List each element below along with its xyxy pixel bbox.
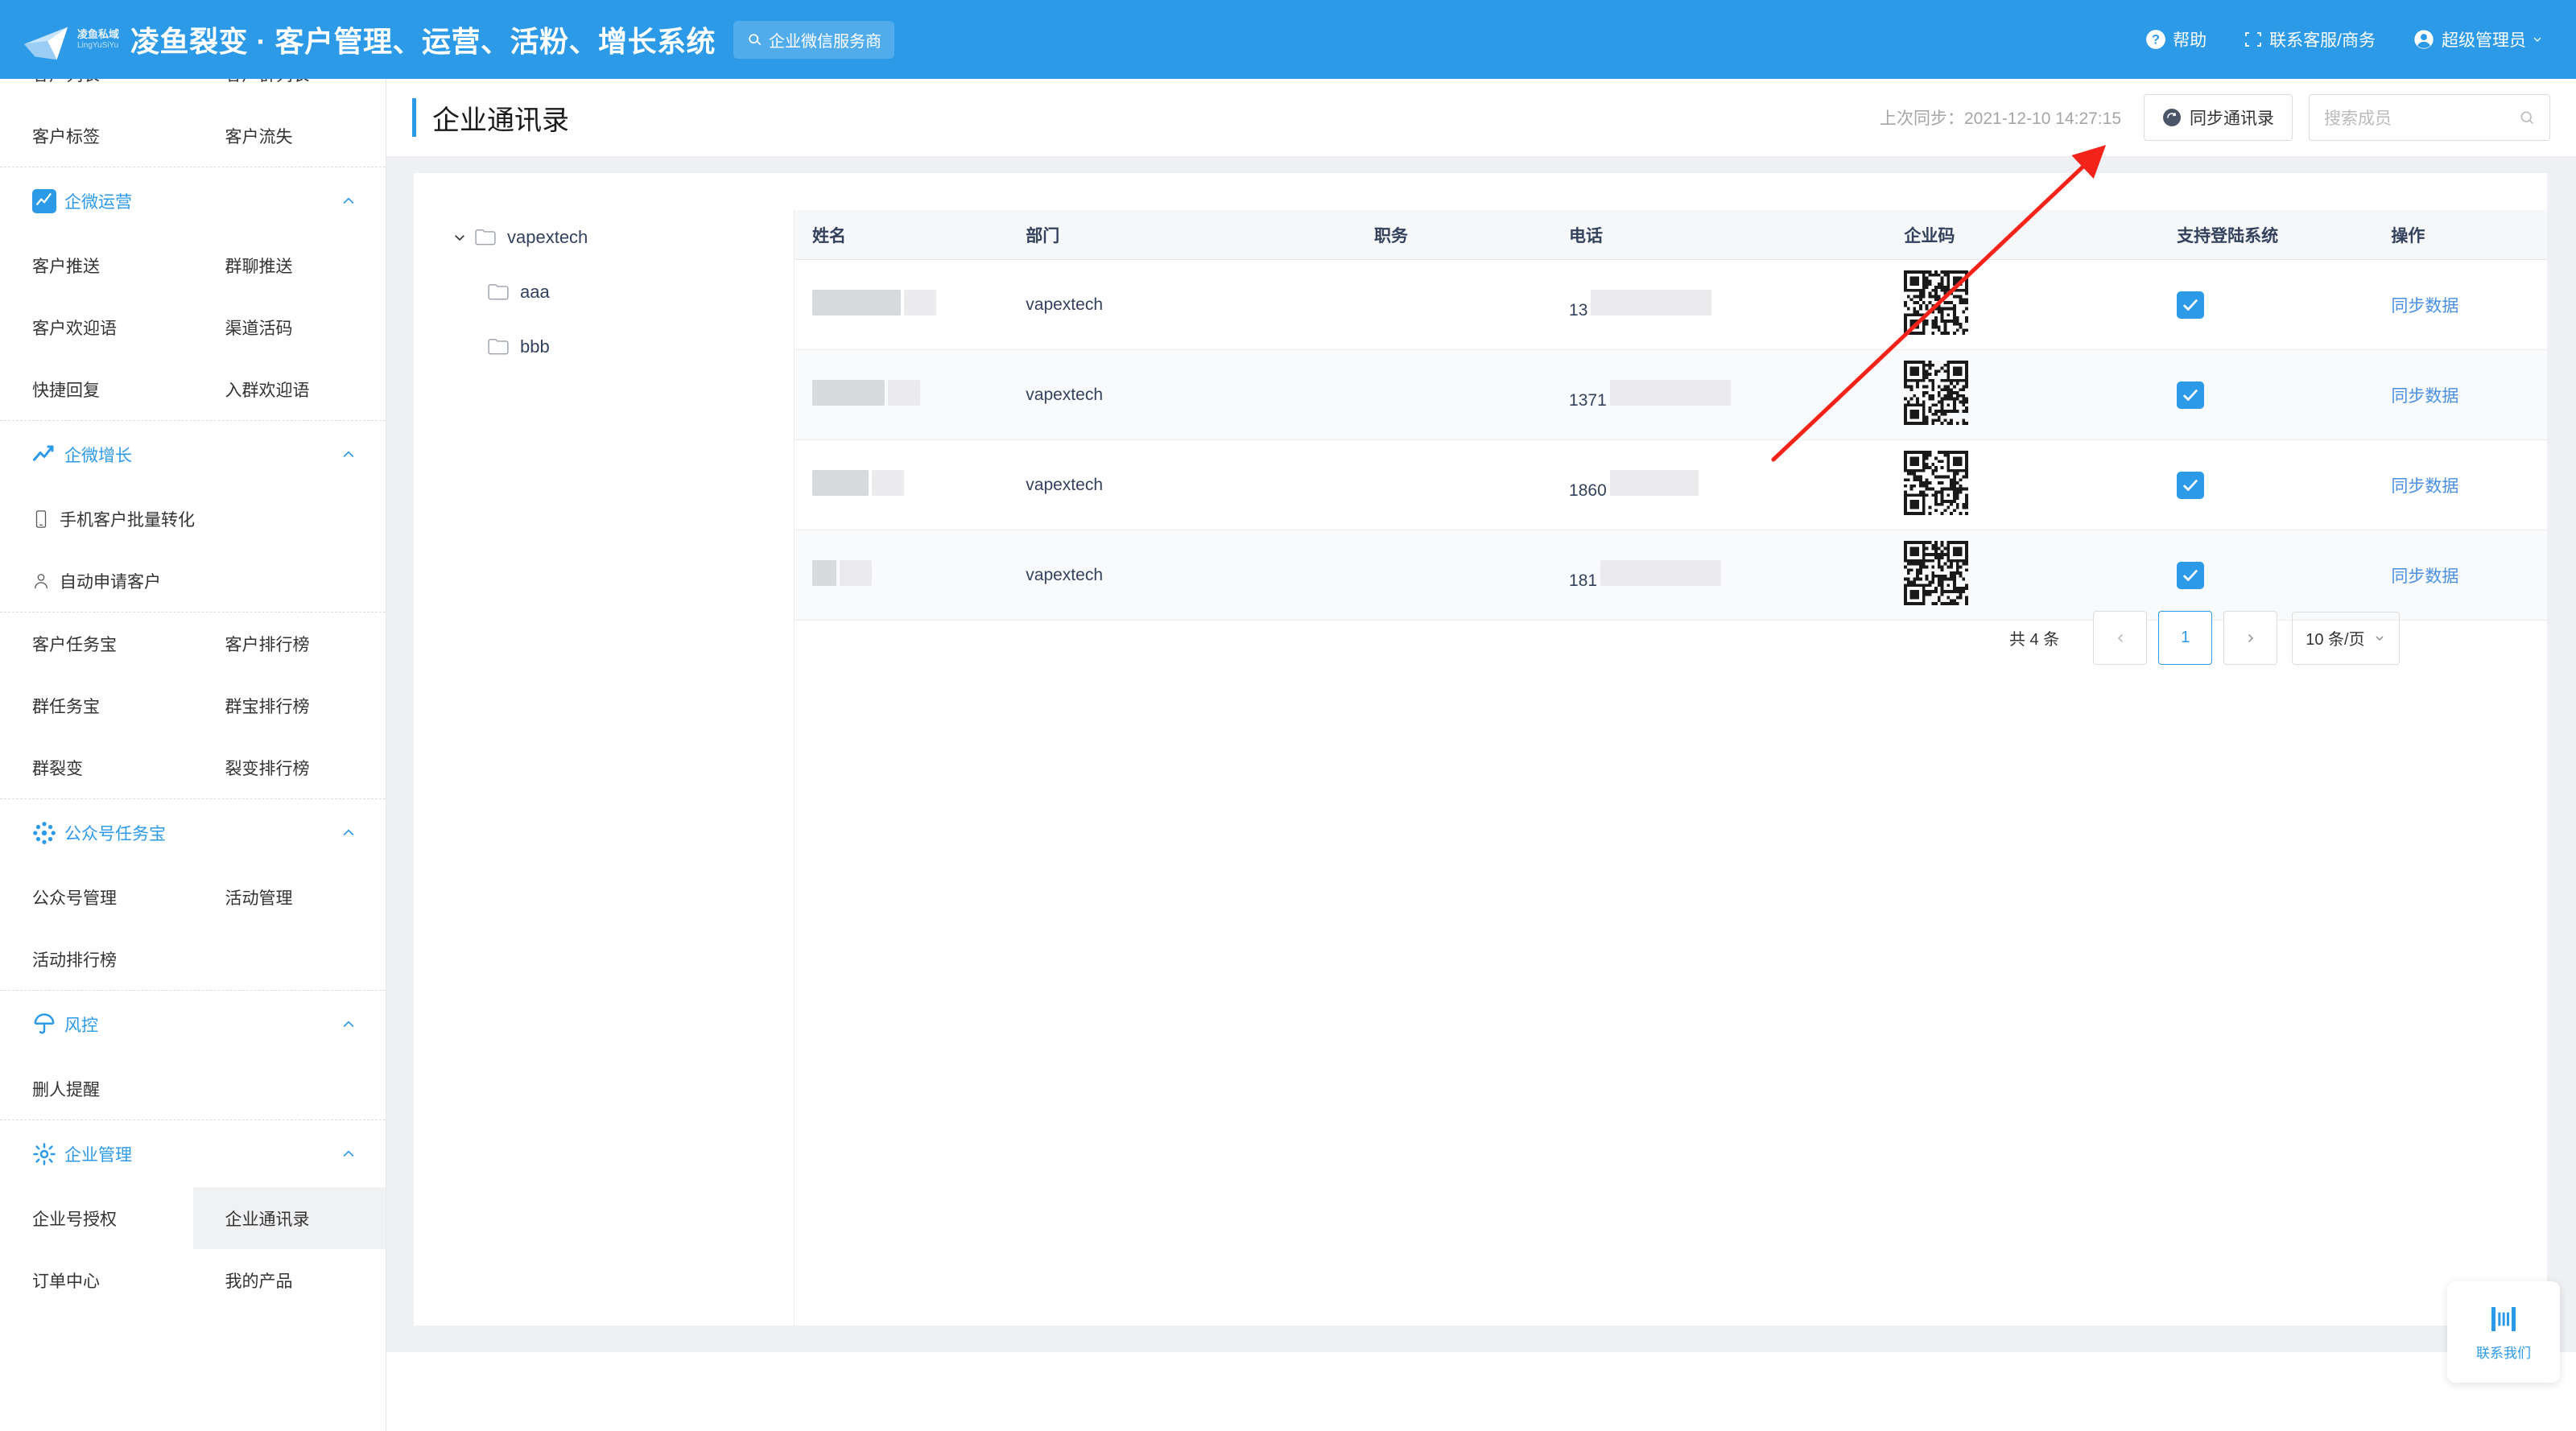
- svg-text:?: ?: [2152, 32, 2160, 47]
